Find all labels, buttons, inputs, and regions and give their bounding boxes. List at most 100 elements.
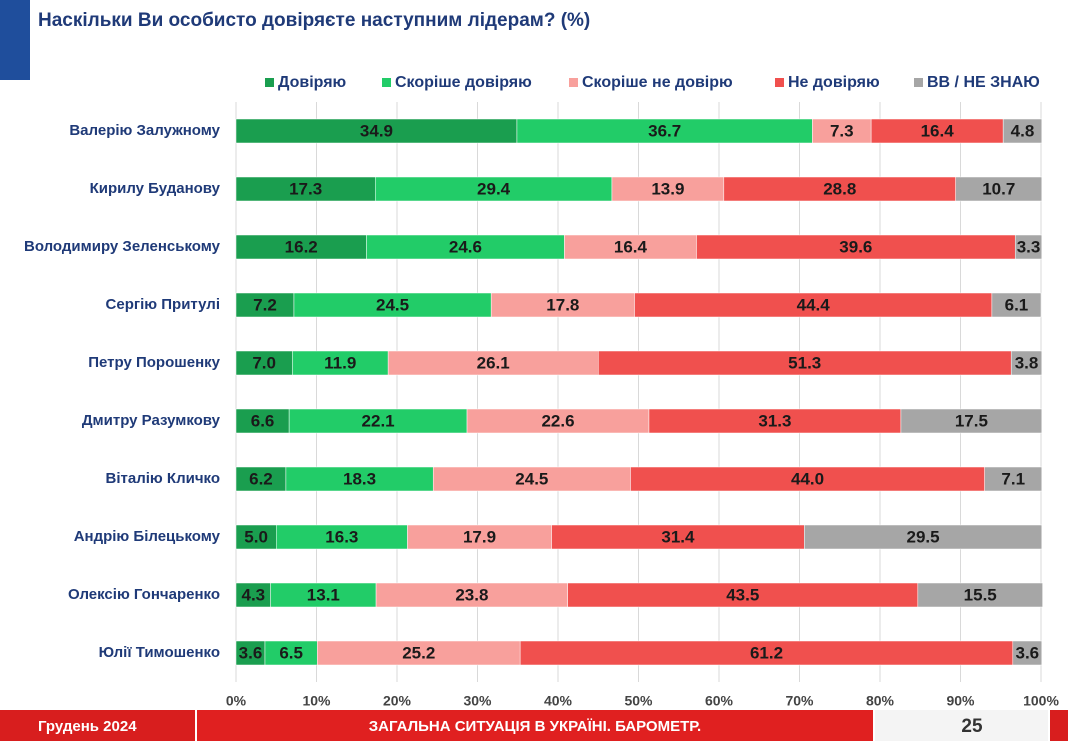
x-tick-label: 60% — [705, 693, 734, 709]
legend-label: Довіряю — [278, 74, 347, 91]
bar-segment — [407, 524, 552, 550]
footer-middle — [197, 710, 873, 741]
footer-title: ЗАГАЛЬНА СИТУАЦІЯ В УКРАЇНІ. БАРОМЕТР. — [369, 718, 701, 735]
bar-segment — [519, 640, 1014, 666]
data-label: 16.4 — [921, 121, 955, 140]
y-tick-label: Петру Порошенку — [88, 354, 220, 371]
bar-segment — [804, 524, 1043, 550]
x-tick-label: 40% — [544, 693, 573, 709]
data-label: 22.6 — [541, 411, 574, 430]
bar-segment — [648, 408, 902, 434]
bar-segment — [564, 234, 697, 260]
data-label: 16.2 — [285, 237, 318, 256]
data-label: 7.1 — [1001, 469, 1025, 488]
legend-swatch — [775, 78, 784, 87]
data-label: 5.0 — [244, 527, 268, 546]
bar-segment — [630, 466, 985, 492]
bar-segment — [917, 582, 1043, 608]
data-label: 16.3 — [325, 527, 358, 546]
bar-segment — [293, 292, 492, 318]
bar-segment — [288, 408, 468, 434]
data-label: 7.2 — [253, 295, 277, 314]
data-label: 29.5 — [907, 527, 940, 546]
bar-segment — [235, 466, 287, 492]
x-tick-label: 20% — [383, 693, 412, 709]
bar-segment — [285, 466, 434, 492]
data-label: 6.5 — [279, 643, 303, 662]
data-label: 18.3 — [343, 469, 376, 488]
bar-segment — [1002, 118, 1043, 144]
y-tick-label: Сергію Притулі — [106, 296, 220, 313]
y-tick-label: Кирилу Буданову — [90, 180, 221, 197]
data-label: 3.3 — [1017, 237, 1041, 256]
legend-label: Скоріше не довірю — [582, 74, 733, 91]
bar-segment — [984, 466, 1043, 492]
bar-segment — [235, 524, 277, 550]
data-label: 44.4 — [797, 295, 831, 314]
bar-segment — [634, 292, 993, 318]
bar-segment — [270, 582, 377, 608]
y-tick-label: Віталію Кличко — [106, 470, 220, 487]
bar-segment — [235, 234, 367, 260]
data-label: 3.6 — [239, 643, 263, 662]
x-tick-label: 50% — [624, 693, 653, 709]
y-tick-label: Володимиру Зеленському — [24, 238, 221, 255]
x-tick-label: 100% — [1023, 693, 1059, 709]
y-tick-label: Дмитру Разумкову — [82, 412, 221, 429]
bar-segment — [235, 350, 293, 376]
bar-segment — [235, 176, 376, 202]
bar-segment — [235, 292, 295, 318]
data-label: 44.0 — [791, 469, 824, 488]
y-tick-label: Олексію Гончаренко — [68, 586, 220, 603]
footer-left — [0, 710, 195, 741]
data-label: 24.5 — [376, 295, 409, 314]
x-tick-label: 90% — [946, 693, 975, 709]
x-tick-label: 80% — [866, 693, 895, 709]
data-label: 25.2 — [402, 643, 435, 662]
legend-swatch — [914, 78, 923, 87]
bar-segment — [723, 176, 956, 202]
data-label: 17.5 — [955, 411, 988, 430]
data-label: 36.7 — [648, 121, 681, 140]
data-label: 29.4 — [477, 179, 511, 198]
bar-segment — [387, 350, 599, 376]
bar-segment — [516, 118, 813, 144]
x-tick-label: 0% — [226, 693, 247, 709]
data-label: 22.1 — [362, 411, 395, 430]
bar-segment — [264, 640, 318, 666]
legend-label: ВВ / НЕ ЗНАЮ — [927, 74, 1040, 91]
data-label: 17.8 — [546, 295, 579, 314]
data-label: 17.3 — [289, 179, 322, 198]
legend-swatch — [569, 78, 578, 87]
data-label: 7.3 — [830, 121, 854, 140]
data-label: 24.6 — [449, 237, 482, 256]
data-label: 34.9 — [360, 121, 393, 140]
bar-segment — [235, 408, 290, 434]
bar-segment — [466, 408, 650, 434]
data-label: 3.8 — [1015, 353, 1039, 372]
legend-label: Не довіряю — [788, 74, 880, 91]
bar-segment — [567, 582, 919, 608]
bar-segment — [812, 118, 872, 144]
data-label: 26.1 — [477, 353, 510, 372]
data-label: 3.6 — [1015, 643, 1039, 662]
y-tick-label: Юлії Тимошенко — [99, 644, 220, 661]
data-label: 23.8 — [455, 585, 488, 604]
chart-title: Наскільки Ви особисто довіряєте наступни… — [38, 10, 590, 31]
data-label: 51.3 — [788, 353, 821, 372]
data-label: 28.8 — [823, 179, 856, 198]
bar-segment — [1012, 640, 1043, 666]
data-label: 31.3 — [758, 411, 791, 430]
bar-segment — [276, 524, 408, 550]
data-label: 6.2 — [249, 469, 273, 488]
bar-segment — [366, 234, 565, 260]
data-label: 6.6 — [251, 411, 275, 430]
y-tick-label: Андрію Білецькому — [74, 528, 221, 545]
bar-segment — [955, 176, 1043, 202]
data-label: 39.6 — [839, 237, 872, 256]
x-tick-label: 30% — [463, 693, 492, 709]
data-label: 17.9 — [463, 527, 496, 546]
data-label: 16.4 — [614, 237, 648, 256]
bar-segment — [490, 292, 635, 318]
x-tick-label: 70% — [785, 693, 814, 709]
